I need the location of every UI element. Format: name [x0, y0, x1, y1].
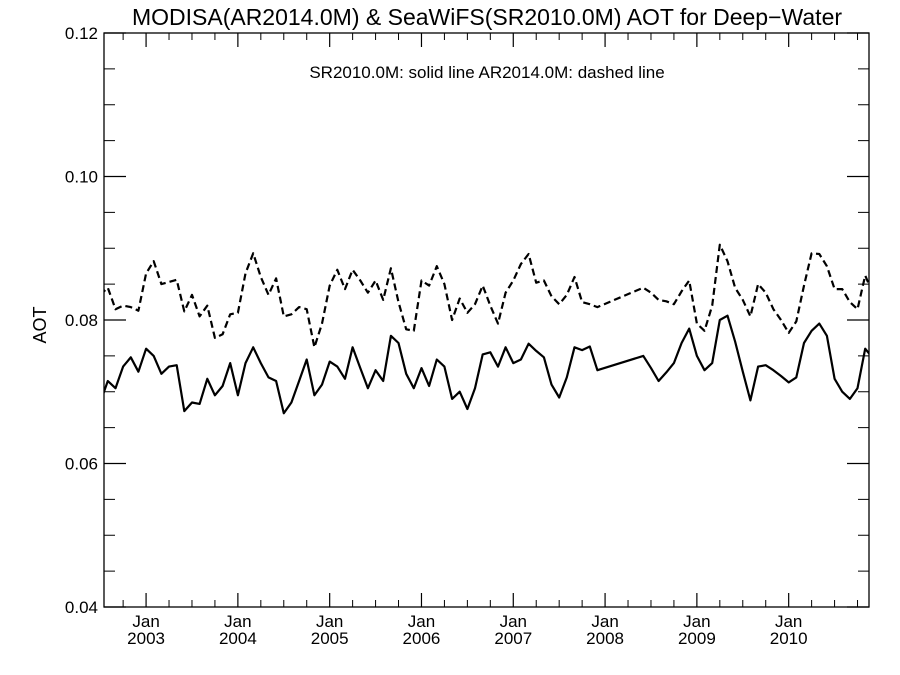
x-axis-ticks: Jan2003Jan2004Jan2005Jan2006Jan2007Jan20…	[122, 33, 859, 648]
x-tick-label-month: Jan	[775, 612, 802, 631]
x-tick-label-month: Jan	[224, 612, 251, 631]
series-line-ar2014-0m	[104, 243, 869, 349]
y-axis-ticks: 0.04 0.06 0.08 0.10 0.12	[65, 24, 869, 617]
x-tick-label-year: 2005	[311, 629, 349, 648]
x-tick-label-year: 2004	[219, 629, 257, 648]
y-tick-label: 0.12	[65, 24, 98, 43]
y-tick-label: 0.10	[65, 168, 98, 187]
chart-title: MODISA(AR2014.0M) & SeaWiFS(SR2010.0M) A…	[132, 4, 842, 30]
series-layer	[104, 243, 869, 415]
x-tick-label-year: 2006	[403, 629, 441, 648]
x-tick-label-month: Jan	[408, 612, 435, 631]
x-tick-label-year: 2007	[494, 629, 532, 648]
x-tick-label-month: Jan	[500, 612, 527, 631]
x-tick-label-year: 2003	[127, 629, 165, 648]
y-tick-label: 0.04	[65, 598, 98, 617]
plot-area: 0.040.060.080.100.12 Jan2003Jan2004Jan20…	[65, 24, 870, 648]
y-tick-label: 0.06	[65, 455, 98, 474]
x-tick-label-year: 2009	[678, 629, 716, 648]
y-axis-label: AOT	[30, 306, 50, 343]
x-tick-label-month: Jan	[683, 612, 710, 631]
series-style-annotation: SR2010.0M: solid line AR2014.0M: dashed …	[309, 63, 664, 82]
x-tick-label-month: Jan	[316, 612, 343, 631]
x-tick-label-month: Jan	[591, 612, 618, 631]
y-tick-label: 0.08	[65, 311, 98, 330]
series-line-sr2010-0m	[104, 314, 869, 415]
x-tick-label-year: 2008	[586, 629, 624, 648]
plot-frame	[103, 32, 870, 608]
x-tick-label-month: Jan	[132, 612, 159, 631]
x-tick-label-year: 2010	[770, 629, 808, 648]
